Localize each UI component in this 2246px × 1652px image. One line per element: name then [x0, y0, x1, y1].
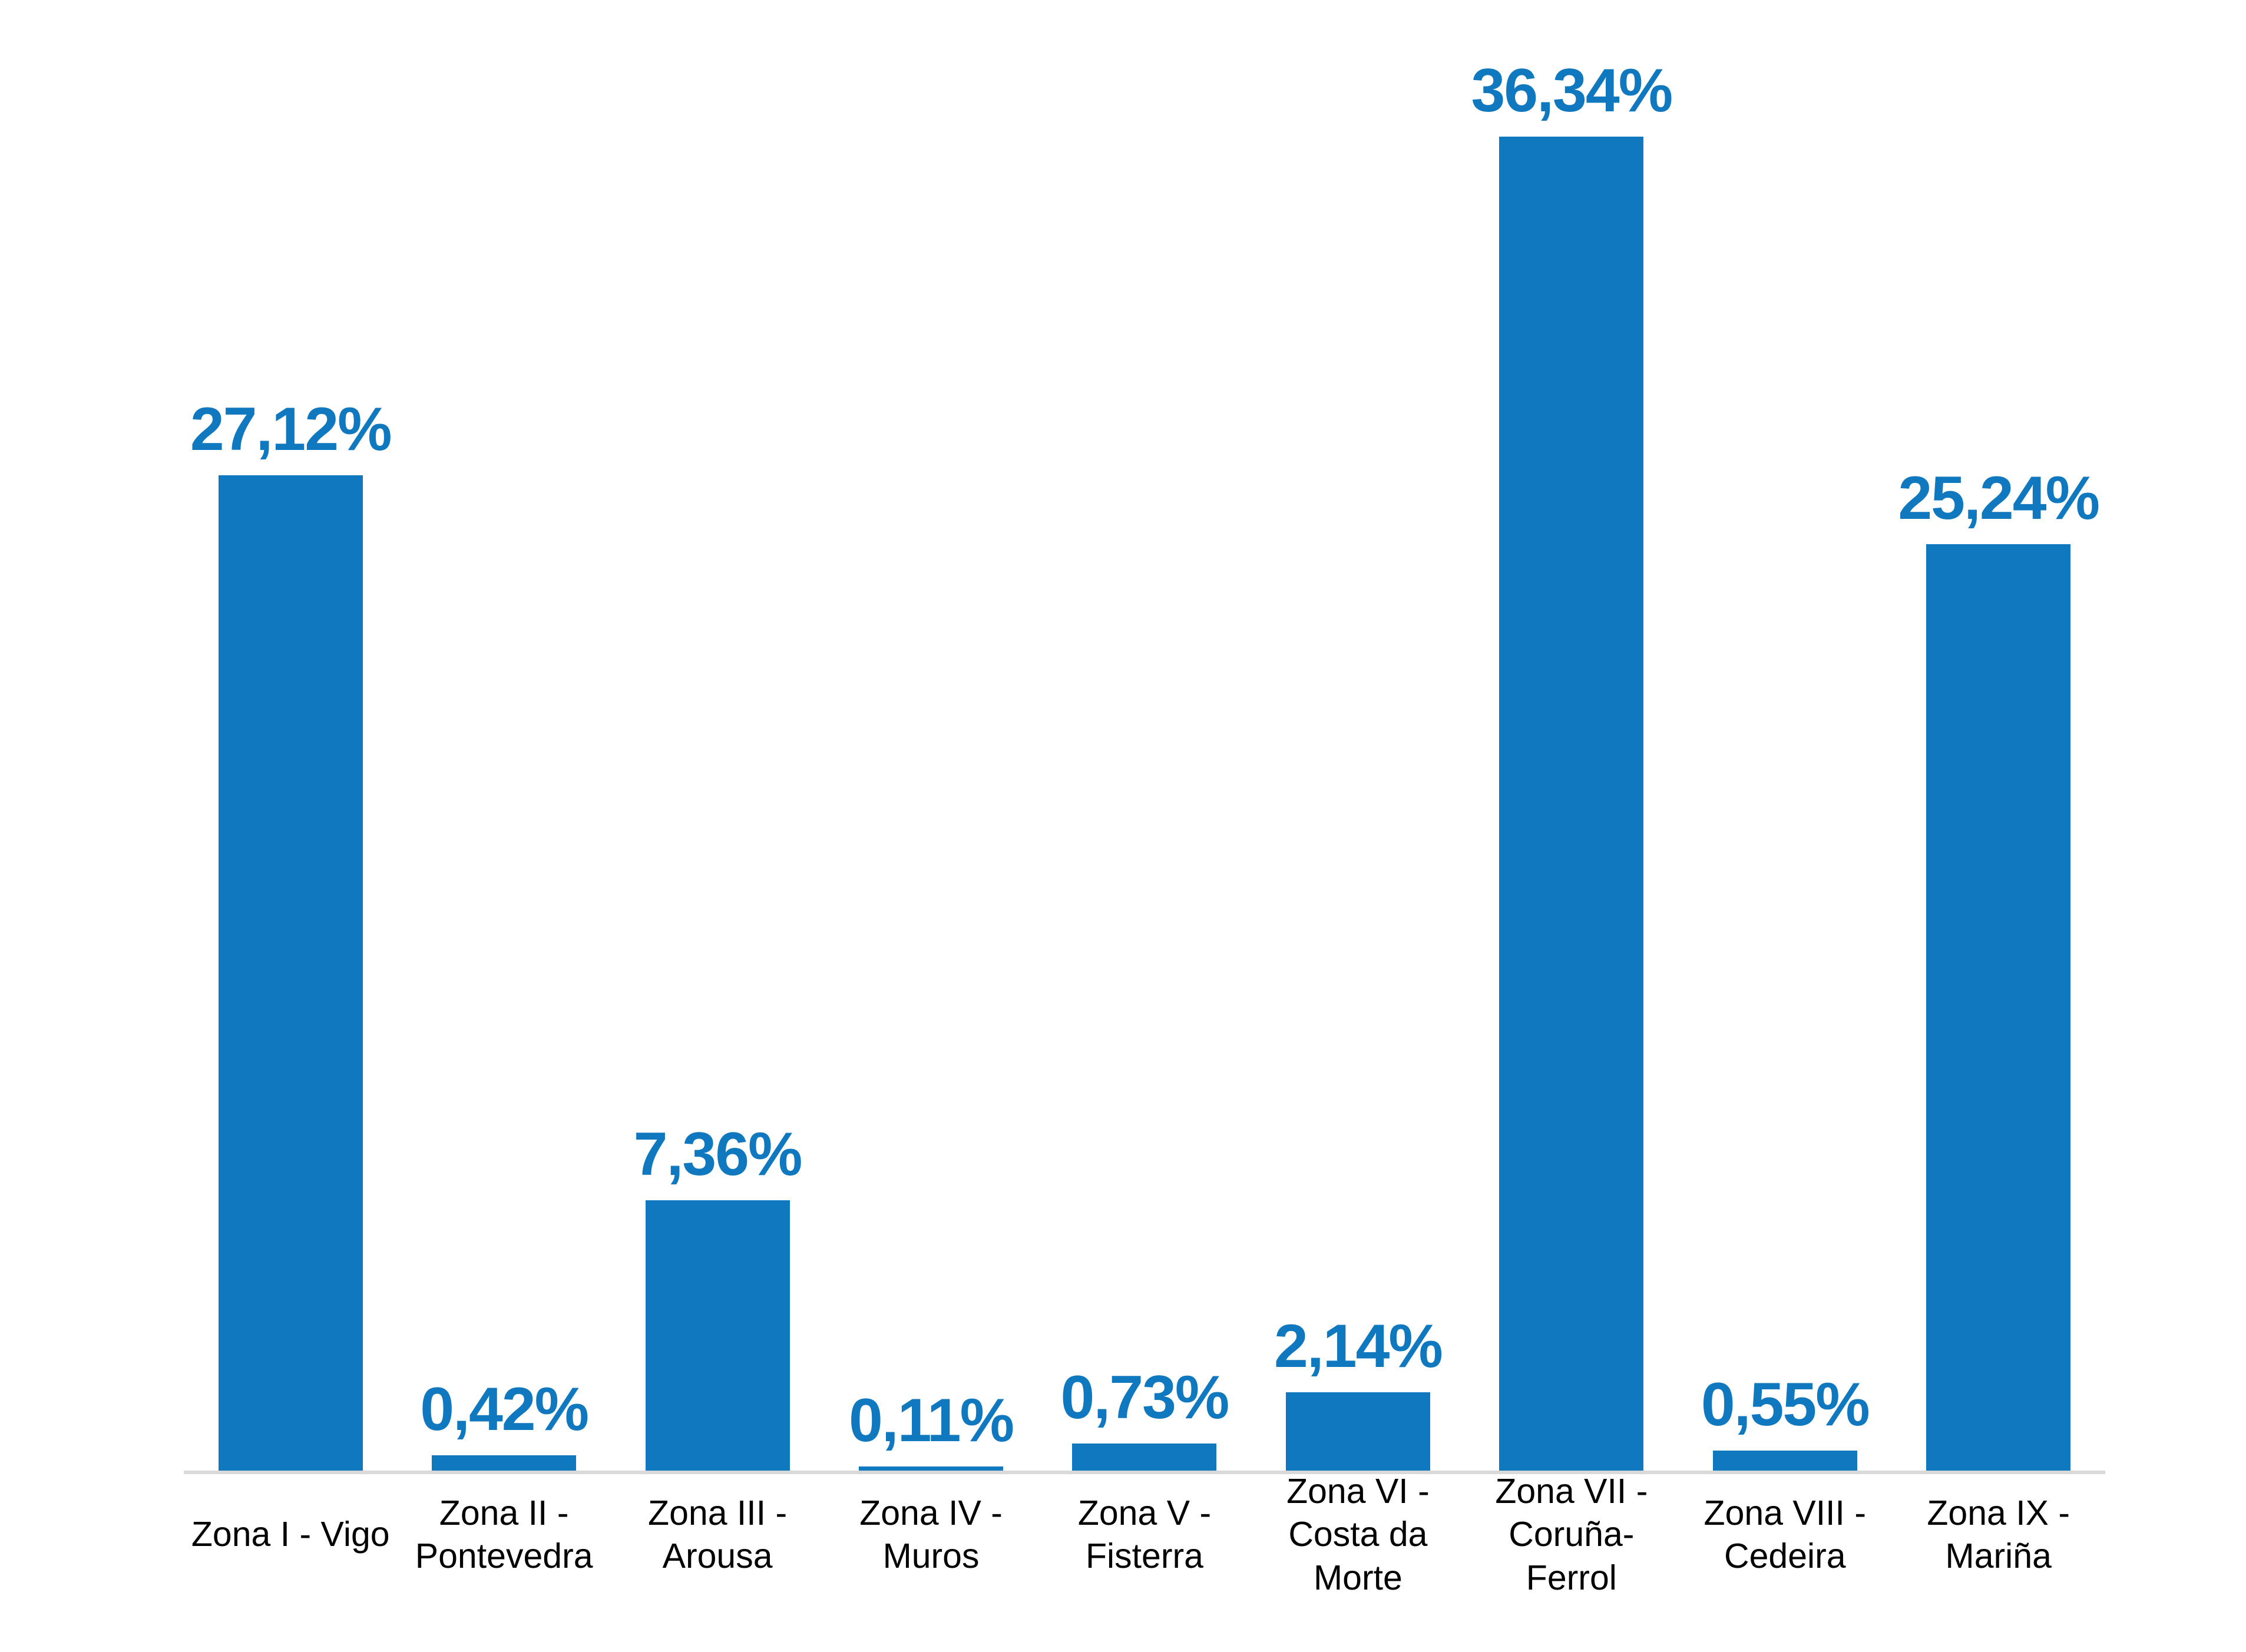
bar: [859, 1466, 1004, 1471]
category-label: Zona IX - Mariña: [1927, 1493, 2070, 1575]
category-label: Zona IV - Muros: [859, 1493, 1003, 1575]
bar-slot: 0,73%: [1038, 0, 1251, 1471]
category-label: Zona VI - Costa da Morte: [1286, 1472, 1430, 1597]
bar: [1285, 1392, 1430, 1471]
value-label: 27,12%: [190, 395, 392, 464]
bar: [1712, 1451, 1857, 1471]
x-axis-line: [184, 1471, 2105, 1474]
bar-slot: 0,55%: [1678, 0, 1891, 1471]
category-label: Zona V - Fisterra: [1077, 1493, 1212, 1575]
bar: [1499, 137, 1644, 1471]
value-label: 25,24%: [1898, 464, 2100, 532]
value-label: 0,55%: [1701, 1370, 1870, 1439]
bar-slot: 0,42%: [397, 0, 610, 1471]
value-label: 0,11%: [848, 1386, 1014, 1455]
category-label: Zona I - Vigo: [191, 1515, 390, 1554]
bar-slot: 0,11%: [824, 0, 1037, 1471]
value-label: 7,36%: [633, 1120, 803, 1188]
bar-slot: 2,14%: [1251, 0, 1464, 1471]
bar: [432, 1455, 577, 1471]
bar-slot: 7,36%: [611, 0, 824, 1471]
bar-slot: 36,34%: [1465, 0, 1678, 1471]
plot-area: 27,12% 0,42% 7,36% 0,11% 0,73% 2,14% 36,34% 0,5…: [184, 0, 2105, 1471]
bar-slot: 27,12%: [184, 0, 397, 1471]
category-label: Zona VIII - Cedeira: [1703, 1493, 1866, 1575]
bar-slot: 25,24%: [1892, 0, 2105, 1471]
category-label: Zona VII - Coruña- Ferrol: [1495, 1472, 1648, 1597]
bar: [1926, 544, 2071, 1471]
bar: [218, 475, 363, 1471]
value-label: 0,73%: [1060, 1363, 1230, 1432]
bar: [645, 1200, 790, 1471]
bar: [1072, 1444, 1217, 1471]
value-label: 0,42%: [420, 1375, 589, 1444]
x-axis-labels: Zona I - Vigo Zona II - Pontevedra Zona II…: [184, 1472, 2105, 1597]
value-label: 2,14%: [1273, 1312, 1443, 1380]
category-label: Zona III - Arousa: [648, 1493, 788, 1575]
category-label: Zona II - Pontevedra: [415, 1493, 593, 1575]
value-label: 36,34%: [1471, 57, 1673, 125]
